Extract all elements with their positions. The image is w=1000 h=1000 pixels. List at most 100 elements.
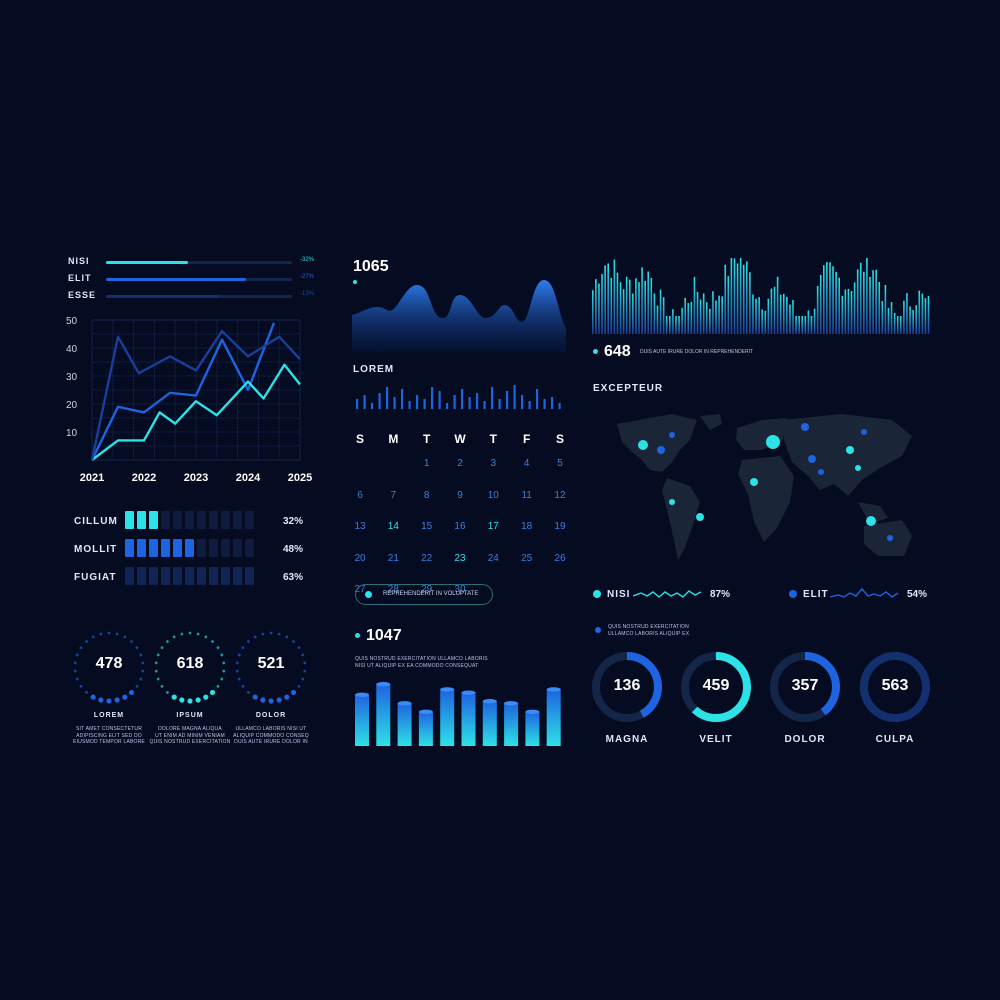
calendar-day[interactable]: 14 [387,521,399,532]
calendar-day[interactable]: 17 [487,521,499,532]
calendar-day[interactable]: 4 [523,458,530,469]
calendar-day[interactable]: 1 [423,458,430,469]
map-point [855,465,861,471]
weekday-label: T [489,432,497,446]
frequency-bars [592,258,930,334]
desc-line: DUIS AUTE IRURE DOLOR IN [234,739,308,745]
freq-bar [742,264,745,334]
calendar-day[interactable]: 6 [357,489,363,501]
freq-bar [829,262,831,334]
y-tick-label: 10 [66,428,78,439]
ring-dot [188,631,192,635]
ring-label: IPSUM [176,712,204,719]
block-bar [440,689,455,746]
mini-bar [476,393,479,409]
freq-bar [650,278,653,334]
block-desc: QUIS NOSTRUD EXERCITATION ULLAMCO LABORI… [355,656,565,669]
block-bar-cap [397,701,412,706]
block-bar [482,701,497,746]
gauge-label: VELIT [699,734,733,745]
calendar-day[interactable]: 9 [457,489,463,501]
block-bar-chart [355,681,561,746]
block-bar [461,692,476,746]
ring-dot [241,646,245,650]
weekday-label: M [388,432,399,446]
ring-dot [160,684,164,688]
ring-dot [179,697,185,703]
bar-row-elit: ELIT -27% [68,273,318,290]
calendar-day[interactable]: 13 [354,521,366,532]
segment-cell [161,539,170,557]
segment-cell [173,511,182,529]
legend-dot [789,590,797,598]
freq-bar [595,279,597,334]
calendar-day[interactable]: 3 [490,458,497,469]
segment-cell [221,539,230,557]
freq-bar [678,316,680,334]
segment-cell [137,511,146,529]
ring-dot [107,631,111,635]
calendar-day[interactable]: 30 [454,584,466,595]
freq-bar [675,316,677,334]
segment-track [125,567,257,590]
bar-label: ELIT [68,273,92,283]
dot-ring-graphic [73,631,145,704]
calendar-day[interactable]: 12 [554,489,566,501]
calendar-day[interactable]: 29 [421,584,433,595]
calendar-day[interactable]: 7 [390,489,397,501]
calendar-day[interactable]: 21 [387,552,399,564]
calendar-day[interactable]: 26 [554,552,566,564]
block-bar-cap [440,687,455,692]
calendar-day[interactable]: 23 [454,552,466,564]
calendar-day[interactable]: 8 [423,489,430,501]
mini-bar [528,401,531,409]
block-bar-cap [355,692,369,697]
calendar-day[interactable]: 28 [387,584,399,595]
mini-bar [431,387,434,409]
freq-bar [687,303,690,334]
block-bar [546,689,561,746]
calendar-day[interactable]: 20 [354,552,366,564]
calendar-day[interactable]: 10 [487,489,499,501]
calendar-day[interactable]: 18 [521,521,533,532]
freq-bar [715,300,717,334]
calendar-day[interactable]: 2 [457,458,463,469]
freq-bar [823,265,825,334]
legend-nisi: NISI 87% [593,587,743,603]
segment-cell [245,511,254,529]
ring-dot [268,698,274,704]
ring-dot [220,653,224,657]
segment-cell [209,567,218,585]
freq-bar [758,297,760,334]
weekday-label: F [522,432,531,446]
x-tick-label: 2025 [288,472,312,484]
freq-bar [792,300,794,334]
segment-row-cillum: CILLUM 32% [74,511,314,539]
gauge-dolor: 357 DOLOR [768,650,842,745]
freq-bar [853,282,856,334]
ring-dot [211,640,214,643]
map-point [638,440,648,450]
desc-line: UT ENIM AD MINIM VENIAM [155,732,225,739]
ring-dot [216,684,220,688]
pill-dot [365,591,372,598]
dot-ring-lorem: 478 LOREM SIT AMET CONSECTETUR ADIPISCIN… [70,628,150,745]
calendar-day[interactable]: 22 [421,552,433,564]
block-bar-cap [546,687,561,692]
map-point [887,535,893,541]
legend-dot [593,590,601,598]
calendar-day[interactable]: 19 [554,521,566,532]
freq-bar [669,316,671,334]
ring-dot [98,697,104,703]
calendar-day[interactable]: 5 [557,458,563,469]
calendar-day[interactable]: 16 [454,521,466,532]
calendar-day[interactable]: 25 [521,552,533,564]
block-bar-cap [525,709,540,715]
calendar-day[interactable]: 15 [421,521,433,532]
ring-dot [203,694,209,700]
calendar-pill[interactable]: REPREHENDERIT IN VOLUPTATE [355,584,493,605]
calendar-day[interactable]: 11 [521,489,532,501]
freq-bar [733,258,736,334]
calendar-day[interactable]: 24 [487,552,499,564]
segment-cell [161,567,170,585]
